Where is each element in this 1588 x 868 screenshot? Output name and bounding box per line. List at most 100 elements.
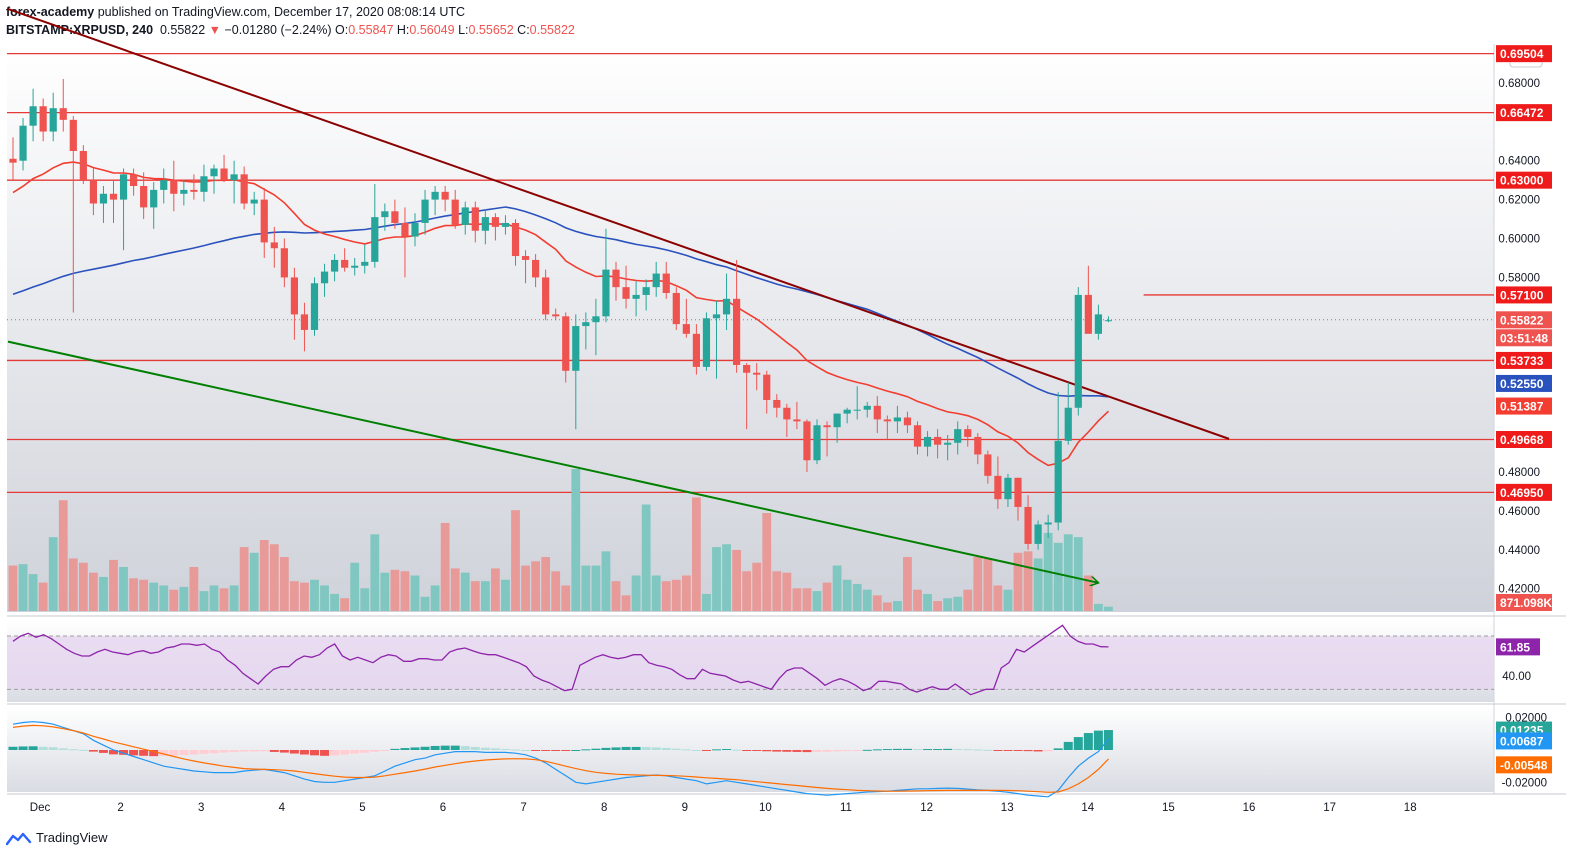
candle: [672, 287, 680, 330]
candle-body: [702, 318, 711, 367]
candle: [290, 267, 298, 340]
macd-histogram-bar: [360, 750, 370, 753]
signal-line-label: -0.00548: [1496, 756, 1552, 774]
macd-histogram-bar: [581, 749, 591, 751]
level-price-label: 0.53733: [1496, 351, 1552, 369]
volume-bar: [872, 595, 882, 611]
price-tick-label: 0.64000: [1498, 156, 1540, 168]
candle-body: [1084, 294, 1092, 334]
candle-body: [180, 189, 188, 194]
trendlines[interactable]: [7, 8, 1230, 583]
candle-body: [733, 298, 741, 365]
candle: [270, 226, 278, 268]
volume-bar: [28, 574, 38, 611]
candle: [140, 172, 148, 220]
candle-body: [712, 314, 721, 319]
volume-bar: [370, 534, 380, 611]
time-tick-label: Dec: [30, 802, 51, 814]
volume-bar: [752, 562, 762, 611]
volume-bar: [621, 595, 631, 611]
candle-body: [109, 193, 118, 200]
candle-body: [622, 287, 630, 299]
moving-averages: [12, 161, 1110, 467]
volume-bar: [913, 589, 922, 611]
volume-bar: [993, 585, 1003, 611]
candle-body: [823, 425, 831, 428]
candle-body: [300, 314, 309, 330]
candle: [320, 263, 329, 297]
macd-histogram-bar: [1063, 741, 1073, 750]
candle: [1034, 520, 1042, 550]
candle: [29, 88, 37, 142]
volume-bar: [601, 551, 611, 611]
candle: [803, 419, 811, 472]
time-axis[interactable]: Dec 2 3 4 5 6 7 8 9 10 11 12 13 14 15 16 17 18: [30, 802, 1417, 814]
candle: [1064, 382, 1072, 445]
macd-histogram-bar: [259, 750, 269, 752]
candle: [552, 308, 560, 321]
sma-value-label-box: [1496, 374, 1552, 392]
price-tick-label: 0.44000: [1498, 545, 1540, 557]
candle: [99, 186, 108, 223]
candle-body: [451, 199, 459, 225]
macd-histogram-bar: [722, 749, 732, 751]
volume-bar: [189, 566, 199, 611]
macd-histogram-bar: [681, 749, 691, 751]
candle: [853, 386, 861, 420]
candle: [592, 298, 600, 356]
time-tick-label: 15: [1162, 802, 1175, 814]
ohlc-line: BITSTAMP:XRPUSD, 240 0.55822 ▼ −0.01280 …: [6, 23, 575, 37]
volume-bar: [712, 547, 721, 611]
macd-histogram-bar: [420, 746, 430, 750]
volume-bar: [129, 578, 138, 611]
low-label: L:: [458, 23, 469, 37]
macd-histogram-bar: [671, 748, 681, 750]
candle-body: [903, 417, 912, 426]
volume-bar: [169, 589, 179, 611]
candle: [89, 168, 97, 216]
volume-bar: [390, 569, 400, 611]
candle-body: [893, 417, 901, 422]
volume-bar: [772, 571, 782, 611]
candle: [923, 431, 932, 457]
candle: [974, 433, 982, 465]
candle: [511, 219, 520, 266]
candle: [391, 199, 399, 229]
candle: [49, 92, 57, 142]
volume-bar: [119, 566, 128, 611]
time-tick-label: 13: [1001, 802, 1014, 814]
candle: [431, 186, 439, 216]
volume-bar: [310, 579, 319, 611]
volume-value-label-box: [1496, 593, 1552, 611]
macd-histogram-bar: [892, 748, 902, 750]
symbol-label[interactable]: BITSTAMP:XRPUSD, 240: [6, 23, 154, 37]
volume-bars: [8, 469, 1113, 611]
candle-body: [481, 217, 489, 231]
macd-histogram-bar: [269, 750, 279, 752]
macd-histogram-bar: [661, 748, 671, 750]
candle-body: [240, 174, 248, 204]
macd-histogram-bar: [691, 750, 701, 751]
tradingview-footer[interactable]: TradingView: [6, 830, 108, 850]
candle-body: [562, 316, 570, 371]
volume-bar: [290, 581, 299, 611]
macd-line-label-box: [1496, 732, 1552, 750]
macd-histogram-bar: [440, 745, 450, 750]
volume-bar: [671, 579, 681, 611]
time-tick-label: 9: [682, 802, 688, 814]
candle-body: [833, 413, 841, 428]
candle: [411, 213, 419, 247]
price-axis[interactable]: 0.68000 0.64000 0.62000 0.60000 0.58000 0.480…: [1498, 78, 1547, 789]
candle: [733, 259, 741, 373]
candle-body: [431, 191, 439, 200]
macd-histogram-bar: [380, 750, 390, 751]
volume-bar: [852, 584, 862, 611]
published-text: published on TradingView.com, December 1…: [94, 5, 466, 19]
macd-histogram-bar: [641, 747, 651, 750]
candle-body: [421, 199, 429, 223]
candle-body: [89, 180, 97, 204]
macd-histogram-bar: [109, 750, 118, 755]
macd-histogram-bar: [902, 748, 912, 750]
volume-bar: [983, 558, 993, 611]
